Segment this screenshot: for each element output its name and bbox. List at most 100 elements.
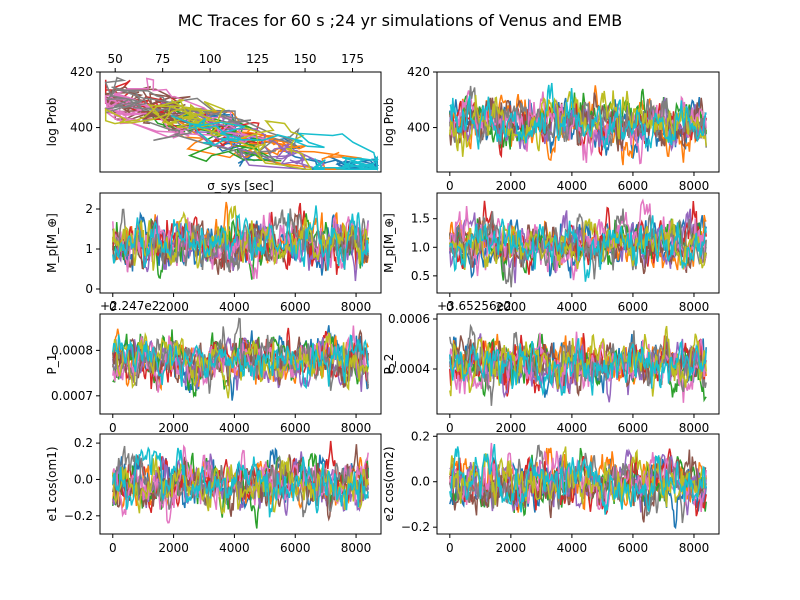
x-tick-label: 4000 bbox=[219, 300, 250, 314]
x-tick-label: 50 bbox=[108, 52, 123, 66]
series-group bbox=[112, 201, 369, 282]
x-tick-label: 8000 bbox=[679, 421, 710, 435]
series-line bbox=[112, 446, 369, 518]
axes-frame bbox=[99, 433, 382, 535]
x-tick-label: 6000 bbox=[618, 541, 649, 555]
y-axis-label: log Prob bbox=[382, 98, 396, 147]
x-tick-label: 8000 bbox=[341, 300, 372, 314]
axes-frame bbox=[99, 71, 382, 173]
series-group bbox=[449, 82, 707, 166]
x-tick-label: 6000 bbox=[618, 179, 649, 193]
subplot-mp2-trace: 0 2000 4000 6000 8000 0.5 1.0 1.5 M_p[M_⊕] bbox=[382, 192, 720, 314]
y-axis-label: P_1 bbox=[45, 354, 59, 375]
series-line bbox=[112, 334, 369, 390]
x-tick-label: 2000 bbox=[496, 179, 527, 193]
series-line bbox=[112, 205, 369, 271]
x-tick-label: 0 bbox=[109, 300, 117, 314]
x-tick-label: 8000 bbox=[679, 541, 710, 555]
subplot-logprob-vs-sigma: 50 75 100 125 150 175 400 420 log Prob σ_sys [sec… bbox=[45, 52, 382, 193]
axes-frame bbox=[99, 192, 382, 294]
y-tick-label: 0.0006 bbox=[388, 312, 430, 326]
y-tick-label: 1.5 bbox=[411, 212, 430, 226]
x-tick-label: 125 bbox=[246, 52, 269, 66]
x-tick-label: 6000 bbox=[280, 421, 311, 435]
axes-frame bbox=[99, 313, 382, 415]
y-tick-label: 400 bbox=[407, 121, 430, 135]
y-tick-label: 420 bbox=[407, 65, 430, 79]
x-tick-label: 2000 bbox=[496, 300, 527, 314]
series-line bbox=[449, 323, 707, 406]
subplot-ecos1-trace: 0 2000 4000 6000 8000 −0.2 0.0 0.2 e1 cos(om1) bbox=[45, 433, 382, 555]
y-axis-label: e2 cos(om2) bbox=[382, 446, 396, 521]
subplot-logprob-trace: 0 2000 4000 6000 8000 400 420 log Prob bbox=[382, 65, 720, 193]
y-tick-label: −0.2 bbox=[64, 509, 93, 523]
series-group bbox=[112, 440, 369, 529]
subplot-ecos2-trace: 0 2000 4000 6000 8000 −0.2 0.0 0.2 e2 cos(om2) bbox=[382, 429, 720, 555]
y-tick-label: 0.0004 bbox=[388, 362, 430, 376]
series-line bbox=[449, 443, 707, 515]
x-tick-label: 0 bbox=[446, 300, 454, 314]
axes-frame bbox=[436, 71, 720, 173]
x-tick-label: 2000 bbox=[158, 421, 189, 435]
offset-text: +3.65256e2 bbox=[437, 299, 512, 313]
y-tick-label: 0.2 bbox=[411, 429, 430, 443]
subplot-p2-trace: 0 2000 4000 6000 8000 0.0004 0.0006 +3.65256e2 P… bbox=[382, 299, 720, 435]
x-tick-label: 100 bbox=[199, 52, 222, 66]
x-tick-label: 4000 bbox=[219, 541, 250, 555]
x-tick-label: 4000 bbox=[557, 421, 588, 435]
series-line bbox=[170, 115, 379, 171]
series-line bbox=[449, 338, 707, 397]
series-line bbox=[449, 82, 707, 152]
y-tick-label: 0.2 bbox=[74, 436, 93, 450]
series-line bbox=[449, 448, 707, 516]
x-tick-label: 0 bbox=[109, 421, 117, 435]
x-tick-label: 4000 bbox=[219, 421, 250, 435]
series-group bbox=[112, 317, 369, 401]
y-tick-label: 0.0 bbox=[411, 475, 430, 489]
series-line bbox=[112, 205, 369, 271]
y-tick-label: 0.0008 bbox=[51, 343, 93, 357]
x-tick-label: 4000 bbox=[557, 300, 588, 314]
x-tick-label: 2000 bbox=[496, 421, 527, 435]
series-line bbox=[449, 92, 707, 152]
series-line bbox=[104, 98, 313, 170]
subplot-mp1-trace: 0 2000 4000 6000 8000 0 1 2 M_p[M_⊕] bbox=[45, 192, 382, 314]
x-tick-label: 8000 bbox=[679, 179, 710, 193]
y-axis-label: e1 cos(om1) bbox=[45, 446, 59, 521]
x-tick-label: 2000 bbox=[158, 300, 189, 314]
y-tick-label: 2 bbox=[85, 202, 93, 216]
y-axis-label: M_p[M_⊕] bbox=[45, 213, 59, 273]
y-tick-label: 0.0007 bbox=[51, 389, 93, 403]
series-line bbox=[112, 325, 369, 393]
y-axis-label: log Prob bbox=[45, 98, 59, 147]
y-tick-label: 0 bbox=[85, 282, 93, 296]
series-line bbox=[112, 454, 369, 515]
x-tick-label: 75 bbox=[155, 52, 170, 66]
offset-text: +2.247e2 bbox=[100, 299, 159, 313]
y-tick-label: 1.0 bbox=[411, 240, 430, 254]
x-tick-label: 6000 bbox=[280, 300, 311, 314]
x-tick-label: 6000 bbox=[618, 300, 649, 314]
series-line bbox=[112, 451, 369, 516]
series-line bbox=[449, 90, 707, 157]
series-group bbox=[449, 198, 707, 288]
axes-frame bbox=[436, 433, 720, 535]
x-tick-label: 2000 bbox=[496, 541, 527, 555]
x-tick-label: 6000 bbox=[618, 421, 649, 435]
x-axis-label: σ_sys [sec] bbox=[207, 179, 274, 193]
series-group bbox=[449, 442, 707, 530]
x-tick-label: 0 bbox=[446, 541, 454, 555]
x-tick-label: 2000 bbox=[158, 541, 189, 555]
y-tick-label: 0.5 bbox=[411, 269, 430, 283]
x-tick-label: 4000 bbox=[557, 179, 588, 193]
series-line bbox=[112, 317, 369, 394]
x-tick-label: 0 bbox=[446, 179, 454, 193]
y-tick-label: 420 bbox=[70, 65, 93, 79]
y-tick-label: −0.2 bbox=[401, 520, 430, 534]
x-tick-label: 0 bbox=[109, 541, 117, 555]
x-tick-label: 8000 bbox=[341, 421, 372, 435]
x-tick-label: 8000 bbox=[679, 300, 710, 314]
subplot-p1-trace: 0 2000 4000 6000 8000 0.0007 0.0008 +2.247e2 P_1 bbox=[45, 299, 382, 435]
x-tick-label: 175 bbox=[341, 52, 364, 66]
axes-frame bbox=[436, 313, 720, 415]
